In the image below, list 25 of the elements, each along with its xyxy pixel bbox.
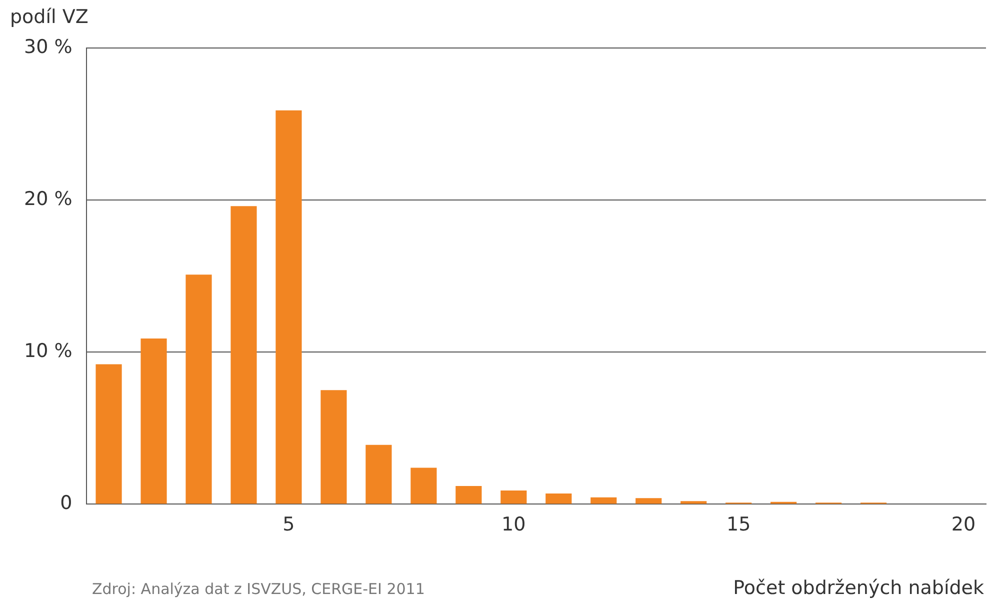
bar (230, 206, 257, 504)
y-tick-label: 20 % (24, 188, 72, 210)
y-tick-label: 30 % (24, 36, 72, 58)
bar (546, 494, 572, 504)
x-tick-label: 15 (726, 514, 751, 536)
bar (186, 274, 212, 504)
y-tick-label: 10 % (24, 340, 72, 362)
text: Zdroj: Analýza dat z ISVZUS, CERGE-EI 2011 (92, 580, 425, 598)
bar (636, 498, 662, 504)
bar (410, 468, 437, 504)
x-axis-title: Počet obdržených nabídek (733, 577, 984, 599)
bar (680, 501, 707, 504)
y-tick-label: 0 (60, 492, 72, 514)
y-axis-title: podíl VZ (10, 6, 88, 28)
bar (276, 110, 302, 504)
bar (456, 486, 482, 504)
x-tick-label: 10 (502, 514, 526, 536)
x-tick-label: 20 (951, 514, 976, 536)
x-tick-label: 5 (282, 514, 295, 536)
bar (96, 364, 122, 504)
bar (140, 338, 167, 504)
bar (366, 444, 392, 504)
bar (500, 490, 527, 504)
bar (320, 390, 347, 504)
bar (590, 497, 617, 504)
